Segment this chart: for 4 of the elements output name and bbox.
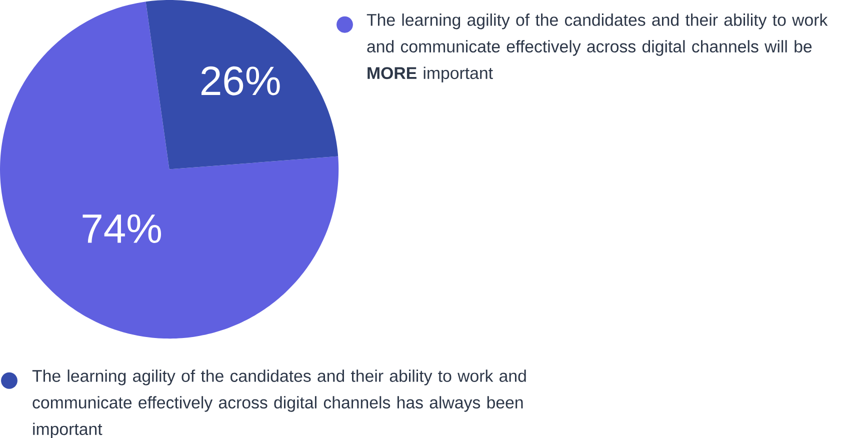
data-label: 74% (82, 214, 161, 243)
legend-label: The learning agility of the candidates and their ability to work and communicate effectively across digital channels will be MORE important (366, 13, 828, 82)
legend-label: The learning agility of the candidates and their ability to work and communicate effectively across digital channels has always been important (32, 369, 526, 438)
data-label: 26% (202, 66, 280, 96)
